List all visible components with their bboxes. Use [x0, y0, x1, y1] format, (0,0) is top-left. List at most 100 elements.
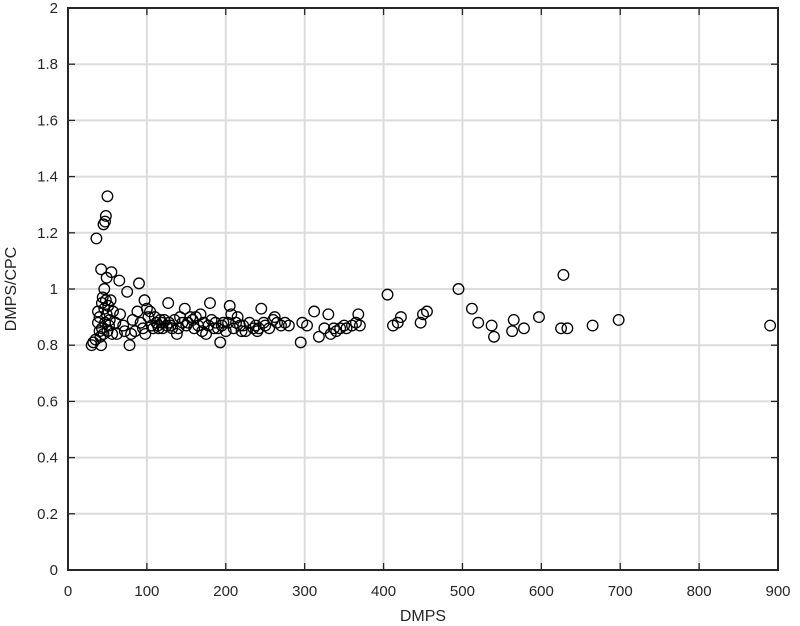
data-point	[152, 322, 165, 335]
data-point	[170, 328, 183, 340]
y-tick-label: 1.6	[37, 112, 58, 129]
x-tick-label: 500	[450, 583, 475, 600]
data-point	[133, 277, 145, 290]
data-point	[200, 328, 213, 340]
data-point	[160, 319, 173, 332]
data-point	[485, 319, 498, 332]
data-point	[255, 302, 268, 315]
data-point	[352, 308, 365, 321]
data-point	[103, 319, 115, 332]
data-point	[98, 283, 111, 295]
y-tick-label: 0.8	[37, 337, 58, 354]
data-point	[121, 285, 134, 298]
y-tick-label: 1.8	[37, 56, 58, 73]
data-point	[117, 319, 130, 332]
data-point	[472, 316, 485, 329]
data-point	[557, 269, 570, 281]
x-tick-label: 800	[687, 583, 712, 600]
x-tick-label: 300	[292, 583, 317, 600]
data-point	[518, 322, 530, 335]
data-point	[764, 319, 777, 332]
x-axis-label: DMPS	[400, 608, 446, 625]
data-point	[110, 328, 123, 340]
data-point	[214, 336, 227, 349]
data-point	[217, 316, 230, 329]
data-point	[105, 266, 118, 279]
data-point	[268, 311, 281, 324]
data-point	[95, 339, 108, 352]
data-point	[452, 283, 465, 295]
data-point	[223, 299, 236, 312]
y-tick-label: 0.2	[37, 506, 58, 523]
data-point	[107, 305, 119, 318]
y-tick-label: 1	[50, 281, 58, 298]
data-point	[249, 319, 262, 332]
data-point	[340, 322, 353, 335]
x-tick-label: 200	[213, 583, 238, 600]
data-point	[106, 328, 119, 340]
data-point	[301, 319, 313, 332]
x-tick-label: 900	[765, 583, 790, 600]
data-point	[104, 294, 117, 307]
data-point	[123, 339, 136, 352]
x-tick-label: 400	[371, 583, 396, 600]
data-points	[85, 190, 777, 352]
y-tick-label: 0	[50, 562, 58, 579]
data-point	[324, 328, 337, 340]
x-tick-label: 0	[64, 583, 72, 600]
data-point	[113, 274, 126, 287]
data-point	[533, 311, 545, 324]
data-point	[219, 325, 232, 338]
y-tick-labels: 0 0.2 0.4 0.6 0.8 1 1.2 1.4 1.6 1.8 2	[37, 0, 58, 579]
data-point	[100, 308, 113, 321]
data-point	[394, 311, 407, 324]
data-point	[282, 319, 295, 332]
data-point	[414, 316, 427, 329]
data-point	[586, 319, 599, 332]
data-point	[101, 190, 114, 203]
data-point	[294, 336, 307, 349]
data-point	[381, 288, 394, 301]
data-point	[140, 302, 153, 315]
y-tick-label: 0.6	[37, 393, 58, 410]
data-point	[99, 215, 112, 228]
data-point	[420, 305, 433, 318]
data-point	[235, 325, 248, 338]
data-point	[103, 313, 116, 326]
y-axis-label: DMPS/CPC	[3, 247, 20, 331]
data-point	[90, 232, 103, 245]
data-point	[488, 330, 500, 343]
y-tick-label: 1.4	[37, 169, 58, 186]
data-point	[134, 316, 147, 329]
data-point	[204, 297, 216, 310]
data-point	[308, 305, 321, 318]
data-point	[99, 209, 112, 222]
data-point	[353, 319, 366, 332]
y-tick-label: 0.4	[37, 450, 58, 467]
axes	[67, 7, 779, 571]
data-point	[207, 322, 220, 335]
grid-lines	[68, 8, 778, 570]
data-point	[114, 308, 127, 321]
data-point	[391, 316, 404, 329]
data-point	[162, 297, 175, 310]
data-point	[209, 316, 222, 329]
data-point	[507, 313, 520, 326]
data-point	[612, 313, 625, 326]
data-point	[96, 291, 109, 304]
data-point	[178, 302, 191, 315]
x-tick-label: 600	[529, 583, 554, 600]
data-point	[506, 325, 519, 338]
y-tick-label: 2	[50, 0, 58, 17]
data-point	[142, 311, 155, 324]
x-tick-label: 100	[134, 583, 159, 600]
data-point	[231, 311, 244, 324]
data-point	[338, 319, 351, 332]
data-point	[194, 308, 207, 321]
y-tick-label: 1.2	[37, 225, 58, 242]
data-point	[312, 330, 325, 343]
x-tick-label: 700	[608, 583, 633, 600]
x-tick-labels: 0 100 200 300 400 500 600 700 800 900	[64, 583, 791, 600]
data-point	[555, 322, 568, 335]
